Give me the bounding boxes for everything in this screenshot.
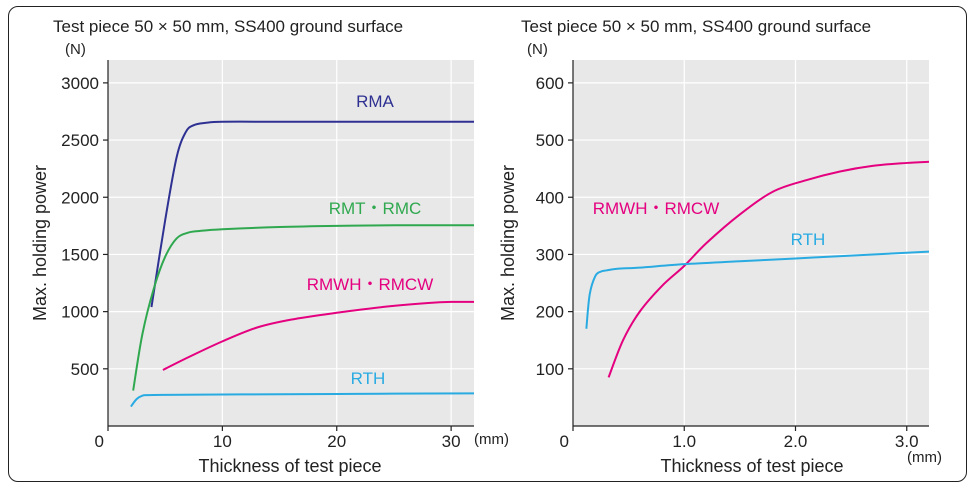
x-tick-label: 0 xyxy=(560,432,569,451)
chart-title: Test piece 50 × 50 mm, SS400 ground surf… xyxy=(521,17,871,36)
y-tick-label: 300 xyxy=(536,245,564,264)
x-tick-label: 2.0 xyxy=(784,432,808,451)
chart-title: Test piece 50 × 50 mm, SS400 ground surf… xyxy=(53,17,403,36)
chart-1: 500 1000 1500 2000 2500 3000 0 10 20 30 Test piece… xyxy=(30,17,509,476)
x-unit-label: (mm) xyxy=(474,431,509,448)
series-line-RMA xyxy=(150,120,474,308)
x-tick-label: 1.0 xyxy=(672,432,696,451)
series-label: RMWH・RMCW xyxy=(593,199,720,218)
series-label: RMT・RMC xyxy=(329,199,422,218)
series-line-RMT・RMC xyxy=(132,224,475,391)
series-label: RMA xyxy=(356,92,394,111)
series-line-RMWH・RMCW xyxy=(607,160,930,378)
series-label: RTH xyxy=(351,369,386,388)
x-tick-label: 3.0 xyxy=(895,432,919,451)
series-line-RMWH・RMCW xyxy=(162,300,475,371)
series-label: RMWH・RMCW xyxy=(307,275,434,294)
x-unit-label: (mm) xyxy=(907,449,942,466)
y-unit-label: (N) xyxy=(527,41,548,58)
x-axis-label: Thickness of test piece xyxy=(198,456,381,476)
y-tick-label: 100 xyxy=(536,360,564,379)
y-tick-label: 1000 xyxy=(61,303,99,322)
x-axis-label: Thickness of test piece xyxy=(660,456,843,476)
chart-frame xyxy=(8,6,967,482)
series-line-RTH xyxy=(585,250,930,329)
y-tick-label: 400 xyxy=(536,188,564,207)
x-tick-label: 30 xyxy=(442,432,461,451)
y-axis-label: Max. holding power xyxy=(30,165,50,321)
x-tick-label: 20 xyxy=(327,432,346,451)
plot-area xyxy=(108,60,474,426)
series-label: RTH xyxy=(791,230,826,249)
y-tick-label: 500 xyxy=(536,131,564,150)
y-tick-label: 2000 xyxy=(61,188,99,207)
y-tick-label: 500 xyxy=(71,360,99,379)
y-unit-label: (N) xyxy=(65,41,86,58)
chart-2: 100 200 300 400 500 600 0 1.0 2.0 3.0 Test piece 5… xyxy=(498,17,942,476)
y-tick-label: 2500 xyxy=(61,131,99,150)
y-tick-label: 1500 xyxy=(61,245,99,264)
x-tick-label: 10 xyxy=(213,432,232,451)
x-tick-label: 0 xyxy=(95,432,104,451)
series-line-RTH xyxy=(130,392,475,408)
y-axis-label: Max. holding power xyxy=(498,165,518,321)
y-tick-label: 3000 xyxy=(61,74,99,93)
y-tick-label: 200 xyxy=(536,303,564,322)
plot-area xyxy=(573,60,929,426)
y-tick-label: 600 xyxy=(536,74,564,93)
